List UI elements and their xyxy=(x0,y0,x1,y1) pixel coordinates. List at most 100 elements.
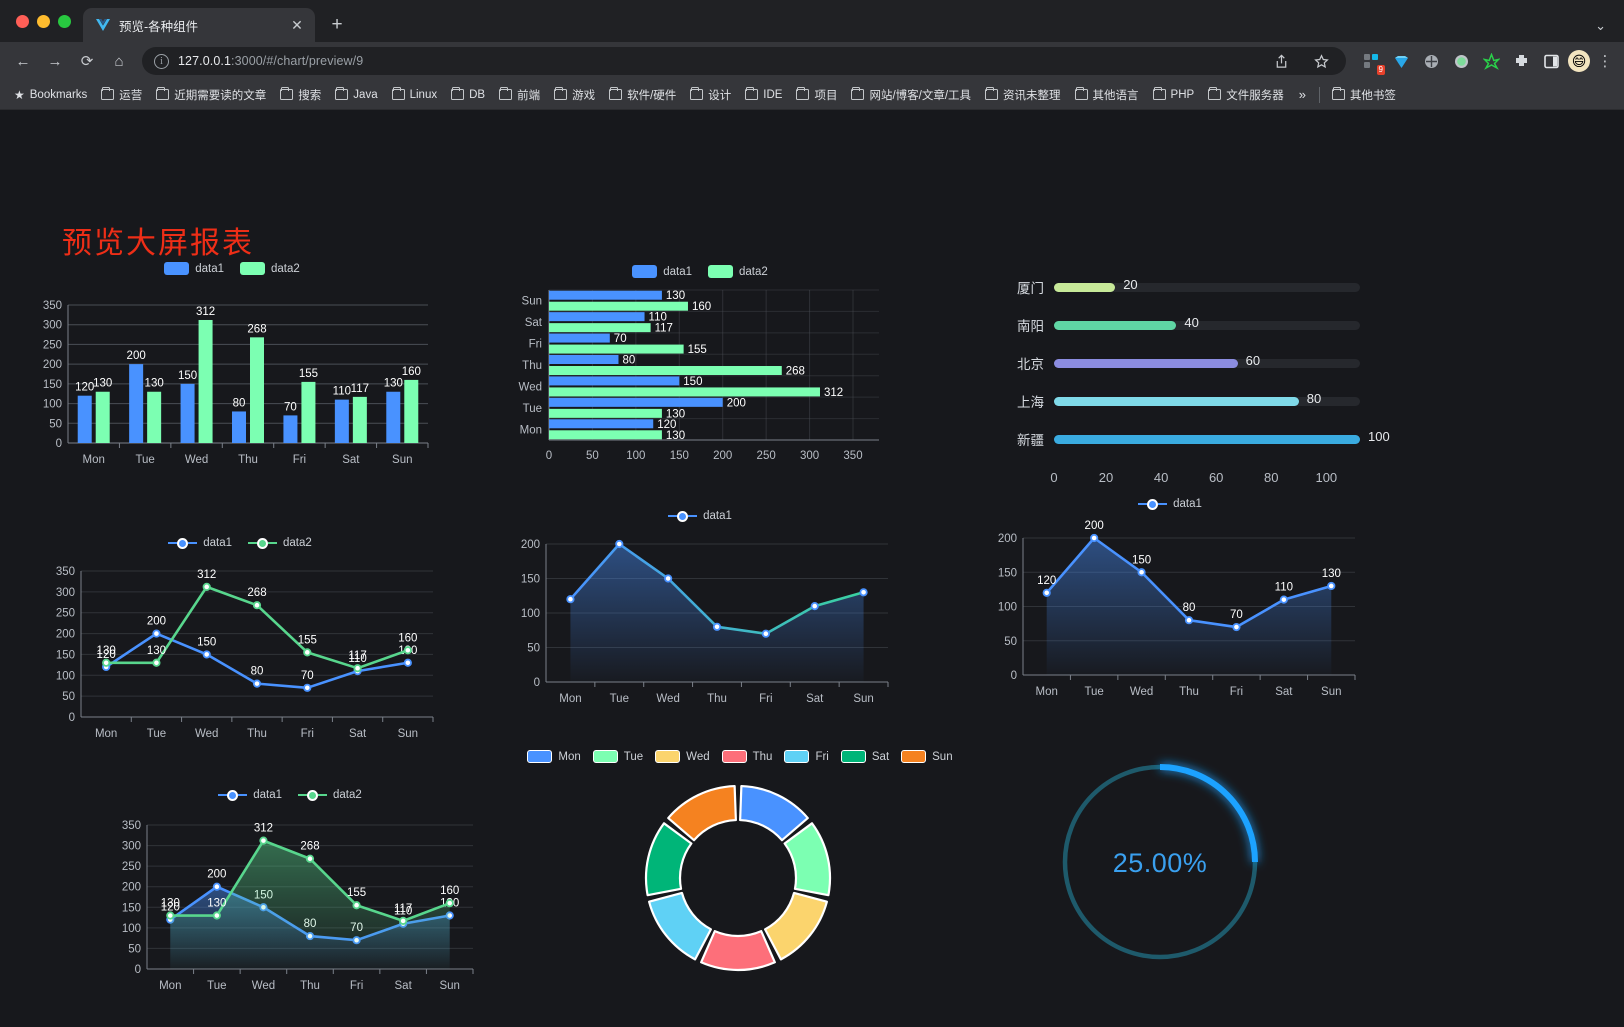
data-point[interactable] xyxy=(305,854,315,863)
puzzle-icon[interactable] xyxy=(1508,48,1534,74)
bar[interactable] xyxy=(232,411,246,443)
bookmark-folder-12[interactable]: 项目 xyxy=(790,84,843,106)
data-point[interactable] xyxy=(202,650,211,659)
data-point[interactable] xyxy=(1279,595,1288,604)
circle-green-icon[interactable] xyxy=(1448,48,1474,74)
data-point[interactable] xyxy=(399,916,408,925)
progress-row[interactable]: 厦门 20 xyxy=(1000,268,1360,306)
bar[interactable] xyxy=(147,391,162,443)
legend-item[interactable]: data1 xyxy=(1138,498,1202,510)
bar[interactable] xyxy=(549,387,820,397)
legend-item[interactable]: data1 xyxy=(632,265,692,278)
data-point[interactable] xyxy=(1232,622,1241,632)
progress-track[interactable]: 40 xyxy=(1054,315,1360,330)
bookmark-folder-2[interactable]: 近期需要读的文章 xyxy=(150,84,272,106)
bookmark-folder-7[interactable]: 前端 xyxy=(493,84,546,106)
data-point[interactable] xyxy=(1137,568,1146,577)
bookmark-folder-16[interactable]: PHP xyxy=(1147,86,1201,104)
bar[interactable] xyxy=(549,323,651,333)
bookmark-folder-14[interactable]: 资讯未整理 xyxy=(979,84,1067,106)
bar[interactable] xyxy=(404,379,419,443)
chart-progress-bars[interactable]: 厦门 20 南阳 40 北京 60 上海 80 xyxy=(1000,268,1390,496)
bar[interactable] xyxy=(549,290,662,300)
bar[interactable] xyxy=(549,344,684,354)
legend-item[interactable]: data1 xyxy=(668,510,732,522)
pie-slice[interactable] xyxy=(763,891,828,961)
bookmark-folder-1[interactable]: 运营 xyxy=(95,84,148,106)
chart-vertical-bar[interactable]: data1 data2 350 300 250 200 150 100 50 0 120 130 M… xyxy=(22,262,442,490)
bar[interactable] xyxy=(549,366,782,375)
star-icon[interactable] xyxy=(1306,46,1336,76)
data-point[interactable] xyxy=(1042,588,1051,597)
data-point[interactable] xyxy=(859,588,868,597)
diamond-icon[interactable] xyxy=(1388,48,1414,74)
bookmark-folder-6[interactable]: DB xyxy=(445,86,491,104)
bookmark-folder-13[interactable]: 网站/博客/文章/工具 xyxy=(845,84,977,106)
bookmark-other[interactable]: 其他书签 xyxy=(1326,84,1402,106)
avatar[interactable]: 😄 xyxy=(1568,50,1590,72)
data-point[interactable] xyxy=(152,629,161,638)
bar[interactable] xyxy=(129,364,144,443)
back-button[interactable]: ← xyxy=(15,52,31,70)
chart-line-gradient[interactable]: data1 0 50 100 150 200 Mon Tue Wed Thu Fri Sat Sun xyxy=(500,510,900,717)
star-green-icon[interactable] xyxy=(1478,48,1504,74)
bookmark-folder-11[interactable]: IDE xyxy=(739,86,788,104)
maximize-window-button[interactable] xyxy=(58,14,71,28)
data-point[interactable] xyxy=(353,664,362,673)
legend-item[interactable]: data1 xyxy=(164,262,224,275)
chart-donut[interactable]: Mon Tue Wed Thu Fri Sat Sun xyxy=(527,750,953,998)
data-point[interactable] xyxy=(566,595,575,604)
close-window-button[interactable] xyxy=(16,14,29,28)
legend-item[interactable]: Mon xyxy=(527,750,581,763)
data-point[interactable] xyxy=(102,658,111,667)
pie-slice[interactable] xyxy=(739,784,809,842)
progress-row[interactable]: 北京 60 xyxy=(1000,344,1360,382)
data-point[interactable] xyxy=(252,601,262,610)
chevron-down-icon[interactable]: ⌄ xyxy=(1595,18,1606,33)
data-point[interactable] xyxy=(352,901,361,910)
browser-tab[interactable]: 预览-各种组件 ✕ xyxy=(83,8,315,42)
bar[interactable] xyxy=(198,319,213,443)
puzzle-grid-icon[interactable]: 9 xyxy=(1358,48,1385,75)
legend-item[interactable]: data2 xyxy=(240,262,300,275)
progress-track[interactable]: 20 xyxy=(1054,277,1360,292)
legend-item[interactable]: Thu xyxy=(721,750,772,763)
bar[interactable] xyxy=(250,337,264,443)
legend-item[interactable]: Tue xyxy=(592,750,643,763)
legend-item[interactable]: Sun xyxy=(901,750,953,763)
bar[interactable] xyxy=(549,355,619,364)
data-point[interactable] xyxy=(166,911,175,920)
progress-row[interactable]: 新疆 100 xyxy=(1000,420,1390,458)
bar[interactable] xyxy=(549,376,680,386)
bookmark-folder-8[interactable]: 游戏 xyxy=(548,84,601,106)
chart-area-single[interactable]: data1 0 50 100 150 200 Mon Tue Wed Thu Fri Sat Sun 1… xyxy=(975,498,1365,705)
bookmark-folder-10[interactable]: 设计 xyxy=(684,84,737,106)
chart-horizontal-bar[interactable]: data1 data2 0 50 100 150 200 250 300 350 130 160 S… xyxy=(505,265,895,488)
pie-slice[interactable] xyxy=(783,822,832,897)
bar[interactable] xyxy=(95,391,110,443)
bar[interactable] xyxy=(549,312,645,322)
reload-button[interactable]: ⟳ xyxy=(80,53,94,70)
data-point[interactable] xyxy=(761,629,770,638)
legend-item[interactable]: Fri xyxy=(784,750,829,763)
data-point[interactable] xyxy=(152,658,161,667)
new-tab-button[interactable]: + xyxy=(331,14,343,35)
forward-button[interactable]: → xyxy=(47,52,63,70)
data-point[interactable] xyxy=(403,646,412,655)
progress-row[interactable]: 南阳 40 xyxy=(1000,306,1360,344)
data-point[interactable] xyxy=(212,911,221,920)
bookmark-folder-17[interactable]: 文件服务器 xyxy=(1202,84,1290,106)
legend-item[interactable]: data1 xyxy=(168,537,232,549)
chart-line-two-series[interactable]: data1 data2 0 50 100 150 200 250 300 350 Mon Tue W… xyxy=(35,537,445,744)
bookmark-item-bookmarks[interactable]: ★ Bookmarks xyxy=(8,85,93,105)
bar[interactable] xyxy=(549,301,688,311)
data-point[interactable] xyxy=(303,683,312,692)
bar[interactable] xyxy=(549,419,654,429)
bar[interactable] xyxy=(386,391,401,443)
bookmark-folder-9[interactable]: 软件/硬件 xyxy=(603,84,682,106)
bar[interactable] xyxy=(301,381,316,443)
legend-item[interactable]: Wed xyxy=(655,750,710,763)
clover-icon[interactable] xyxy=(1418,48,1444,74)
minimize-window-button[interactable] xyxy=(37,14,50,28)
bar[interactable] xyxy=(352,396,367,443)
